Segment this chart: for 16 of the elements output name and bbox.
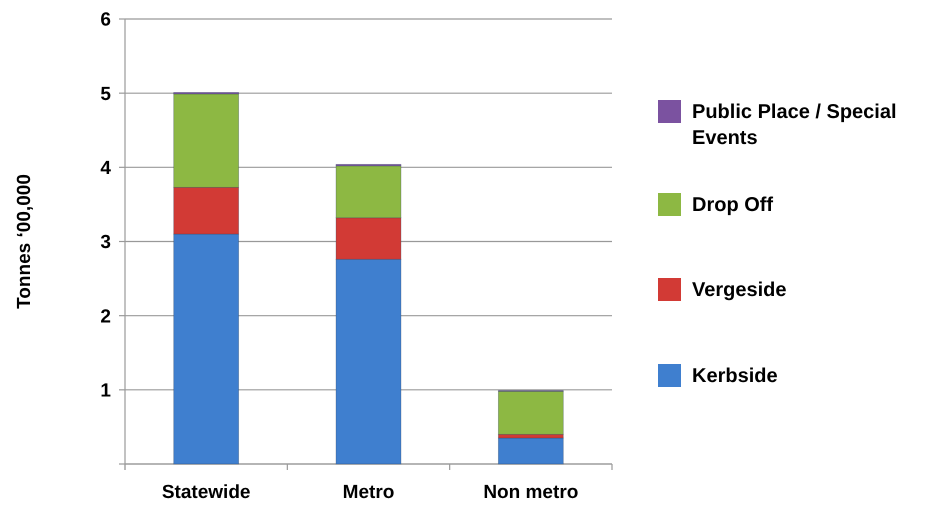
y-tick-label: 6: [100, 10, 111, 31]
y-tick-label: 1: [100, 380, 112, 402]
bar: [498, 390, 564, 435]
legend-label: Vergeside: [692, 279, 787, 301]
y-tick-label: 5: [100, 84, 112, 105]
bar: [498, 438, 564, 464]
legend-label: Kerbside: [692, 365, 778, 387]
legend-label: Drop Off: [692, 194, 774, 216]
x-tick-label: Statewide: [162, 482, 251, 503]
y-tick-label: 3: [100, 232, 111, 254]
x-tick-label: Metro: [342, 482, 394, 503]
y-tick-label: 4: [100, 158, 112, 179]
y-axis-title: Tonnes ‘00,000: [14, 174, 35, 309]
legend-label: Public Place / Special Events: [692, 101, 897, 149]
x-tick-label: Non metro: [483, 482, 578, 503]
y-tick-label: 2: [100, 306, 111, 328]
